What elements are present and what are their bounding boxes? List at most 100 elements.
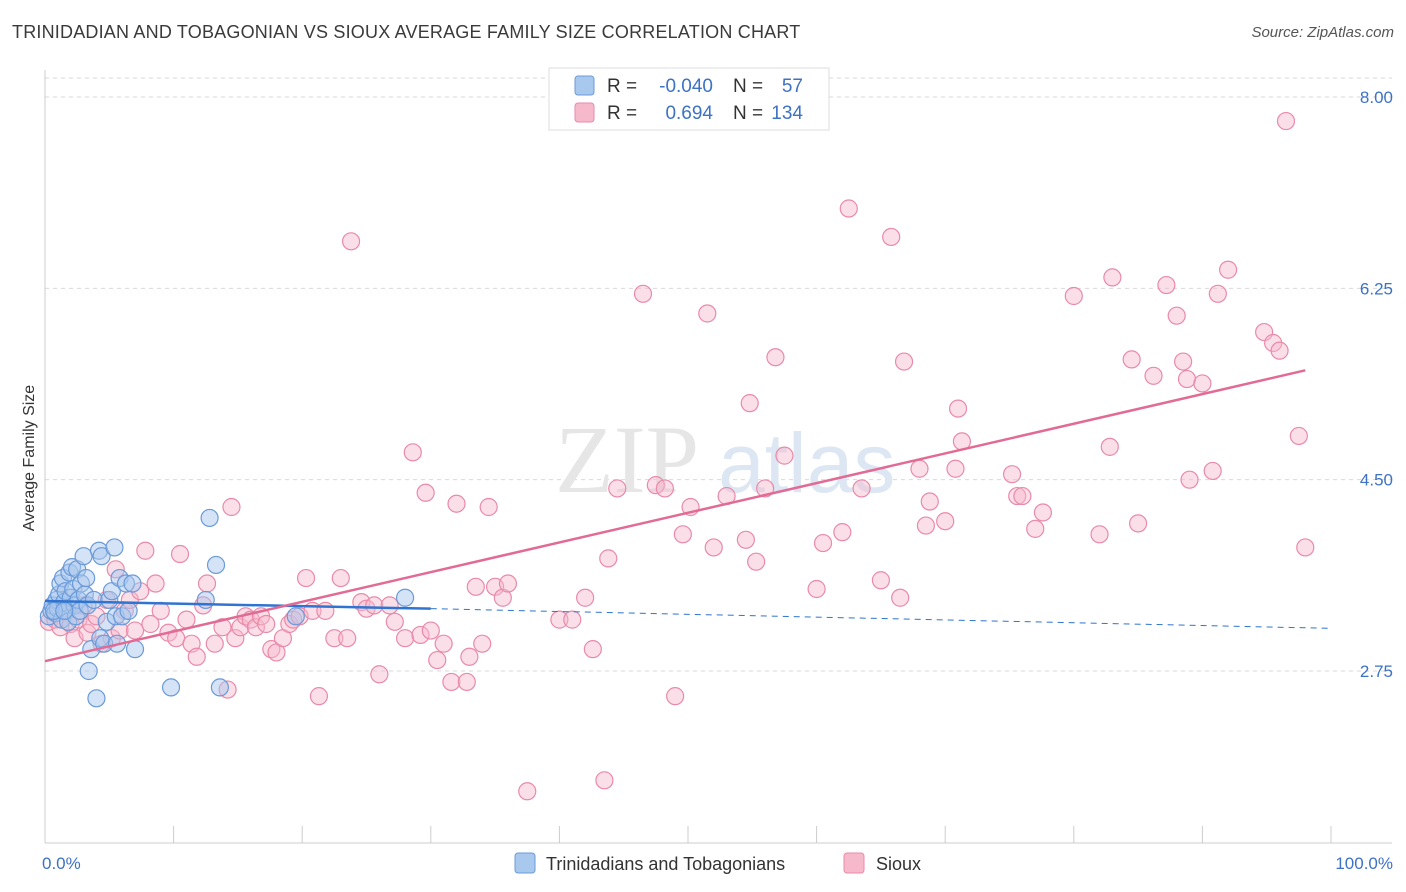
legend-swatch-blue [574,75,595,96]
sioux-point-27 [177,610,196,629]
legend-n-value-1: 57 [782,76,803,97]
source-credit: Source: ZipAtlas.com [1251,24,1394,41]
sioux-point-63 [395,629,415,648]
sioux-point-79 [498,574,518,593]
chart-title: TRINIDADIAN AND TOBAGONIAN VS SIOUX AVER… [12,22,801,42]
sioux-point-29 [187,647,206,666]
legend-swatch-pink [574,102,595,123]
x-tick-label-0: 0.0% [42,854,81,873]
sioux-point-142 [1270,341,1289,360]
sioux-point-18 [125,621,145,640]
sioux-trend-line [44,369,1306,663]
sioux-point-143 [1276,111,1296,131]
watermark: ZIP atlas [555,406,895,513]
trinidadian-point-46 [123,574,142,593]
sioux-point-97 [736,530,755,549]
sioux-point-125 [1090,525,1109,544]
sioux-point-80 [518,782,537,801]
sioux-point-33 [213,618,232,637]
sioux-point-43 [262,640,281,659]
sioux-point-122 [1026,519,1045,538]
sioux-point-94 [698,304,717,323]
sioux-point-83 [576,588,595,607]
sioux-point-106 [839,199,858,218]
trinidadian-point-49 [196,590,215,610]
trinidadian-point-53 [286,607,305,626]
sioux-point-136 [1193,374,1212,393]
sioux-point-68 [428,650,447,670]
sioux-point-87 [608,479,627,498]
trinidadian-point-47 [125,640,145,659]
sioux-point-55 [338,629,357,648]
sioux-point-70 [442,672,461,692]
sioux-point-130 [1144,366,1163,385]
legend-box [548,67,830,131]
trinidadian-point-45 [119,601,138,620]
sioux-point-74 [466,577,485,596]
y-tick-label-0: 2.75 [1360,662,1393,681]
series-legend-label-blue: Trinidadians and Tobagonians [546,854,785,874]
sioux-point-81 [550,610,569,629]
sioux-point-69 [434,634,453,653]
sioux-point-49 [296,568,316,588]
sioux-point-60 [370,665,389,684]
trinidadian-point-51 [206,555,226,575]
sioux-point-42 [257,614,276,634]
sioux-point-124 [1064,286,1083,306]
trinidadian-point-31 [87,689,106,708]
sioux-point-109 [882,227,901,247]
sioux-point-112 [910,459,929,478]
sioux-point-85 [595,771,614,790]
sioux-point-107 [852,479,871,498]
x-tick-label-1: 100.0% [1335,854,1393,873]
trinidadian-point-28 [79,661,98,681]
sioux-point-116 [946,459,965,478]
sioux-point-127 [1103,268,1122,287]
sioux-point-117 [948,399,968,418]
sioux-point-138 [1208,284,1227,303]
sioux-point-113 [916,516,936,535]
sioux-point-91 [666,687,685,706]
sioux-point-76 [479,497,498,517]
legend-n-label-2: N = [733,103,763,124]
sioux-point-105 [833,523,852,542]
sioux-point-119 [1002,465,1022,484]
sioux-point-99 [747,552,766,571]
series-legend: Trinidadians and Tobagonians Sioux [514,852,921,874]
y-tick-labels: 2.75 4.50 6.25 8.00 [1360,88,1393,681]
trinidadian-trend-extension [430,608,1332,629]
sioux-point-134 [1177,369,1197,389]
sioux-point-64 [403,443,422,462]
series-legend-swatch-pink [843,852,865,874]
legend-r-label-2: R = [607,103,637,124]
sioux-point-78 [493,588,512,607]
sioux-point-139 [1219,260,1238,279]
sioux-point-35 [222,497,241,517]
sioux-point-26 [170,544,190,564]
trinidadian-point-30 [84,590,103,610]
sioux-point-61 [380,596,399,615]
sioux-point-110 [891,588,910,607]
sioux-point-123 [1033,503,1053,522]
sioux-point-40 [246,618,266,637]
watermark-atlas: atlas [718,416,895,510]
y-axis-label: Average Family Size [21,385,38,532]
trinidadian-trend-line [44,599,431,610]
sioux-point-52 [316,601,335,620]
sioux-point-53 [325,629,344,648]
sioux-point-115 [936,512,955,531]
legend-r-label-1: R = [607,76,637,97]
legend-n-value-2: 134 [771,103,803,124]
sioux-point-128 [1122,350,1141,369]
sioux-point-86 [599,549,618,568]
sioux-point-129 [1128,514,1148,533]
sioux-point-73 [460,647,479,666]
sioux-point-104 [813,533,833,553]
sioux-point-137 [1203,461,1222,481]
trinidadian-point-50 [200,508,219,528]
sioux-point-132 [1167,306,1186,325]
sioux-point-111 [894,352,914,371]
sioux-point-82 [563,610,582,629]
x-tick-labels: 0.0% 100.0% [42,854,1393,873]
sioux-point-32 [205,634,224,653]
